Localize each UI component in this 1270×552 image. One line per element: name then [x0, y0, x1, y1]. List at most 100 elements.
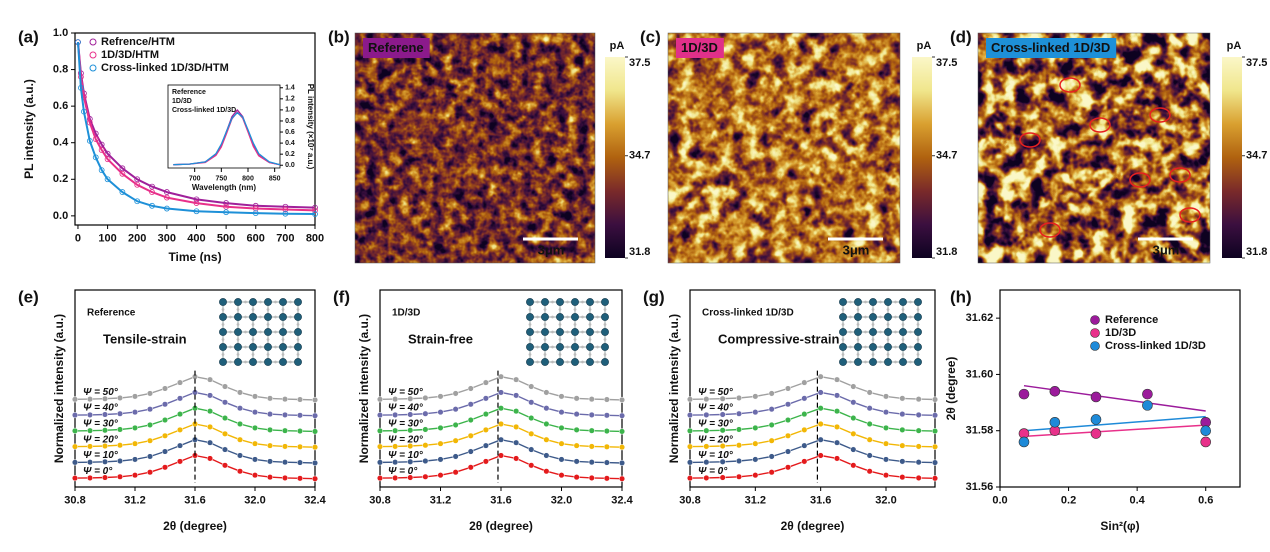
panel-label: (c): [640, 27, 661, 46]
atom: [886, 323, 890, 326]
data-point: [817, 405, 824, 412]
series-label: Ψ = 20°: [388, 434, 424, 445]
data-point: [437, 472, 444, 479]
panel-label: (e): [18, 287, 39, 306]
atom: [279, 343, 287, 351]
data-point: [422, 410, 429, 417]
atom: [266, 353, 270, 356]
image-label: Cross-linked 1D/3D: [991, 40, 1110, 55]
data-point: [618, 396, 626, 403]
data-point: [882, 393, 890, 400]
data-point: [1018, 436, 1030, 448]
atom: [556, 358, 564, 366]
data-point: [80, 108, 87, 115]
sample-label: Reference: [87, 308, 136, 319]
atom: [914, 358, 922, 366]
data-point: [558, 440, 565, 447]
data-point: [784, 464, 792, 471]
data-point: [193, 200, 200, 206]
data-point: [407, 458, 414, 465]
data-point: [573, 395, 580, 402]
atom: [841, 353, 845, 356]
atom: [909, 330, 912, 334]
data-point: [850, 462, 857, 469]
data-point: [497, 405, 505, 412]
data-point: [719, 427, 726, 434]
data-point: [1090, 391, 1102, 403]
data-point: [1018, 388, 1030, 400]
data-point: [497, 373, 505, 380]
atom: [871, 353, 875, 356]
data-point: [833, 439, 841, 446]
colorbar-unit: pA: [917, 40, 932, 52]
data-point: [266, 474, 274, 481]
atom: [581, 315, 584, 319]
atom: [551, 300, 554, 304]
atom: [281, 353, 285, 356]
x-tick-label: 700: [189, 176, 201, 183]
series-label: Ψ = 50°: [698, 387, 734, 398]
atom: [264, 313, 272, 321]
atom: [909, 300, 912, 304]
atom: [914, 343, 922, 351]
scale-bar-label: 3μm: [1153, 242, 1180, 257]
data-point: [686, 475, 694, 482]
data-point: [119, 170, 126, 177]
data-point: [251, 409, 259, 416]
series-label: Ψ = 10°: [83, 450, 119, 461]
data-point: [497, 452, 505, 459]
data-point: [86, 396, 94, 403]
image-frame: [977, 32, 1211, 264]
strain-label: Tensile-strain: [103, 331, 187, 346]
atom: [229, 360, 232, 364]
data-point: [407, 474, 414, 481]
data-point: [311, 475, 319, 482]
data-point: [784, 385, 792, 392]
data-point: [801, 411, 808, 418]
data-point: [71, 443, 79, 450]
panel-label: (f): [333, 287, 350, 306]
atom: [879, 345, 882, 349]
atom: [601, 298, 609, 306]
atom: [236, 338, 240, 341]
x-tick-label: 850: [269, 176, 281, 183]
atom: [244, 360, 247, 364]
atom: [886, 308, 890, 311]
data-point: [86, 119, 93, 126]
data-point: [573, 411, 580, 418]
atom: [879, 360, 882, 364]
data-point: [296, 428, 304, 435]
data-point: [588, 396, 595, 403]
data-point: [437, 456, 444, 463]
data-point: [163, 194, 170, 201]
data-point: [573, 442, 580, 449]
x-tick-label: 800: [242, 176, 254, 183]
data-point: [452, 390, 459, 397]
highlight-circle: [1019, 132, 1041, 148]
atom: [264, 328, 272, 336]
atom: [884, 343, 892, 351]
y-tick-label: 31.58: [966, 425, 994, 437]
legend-label: Cross-linked 1D/3D/HTM: [101, 62, 229, 74]
data-point: [296, 396, 304, 403]
data-point: [116, 410, 124, 417]
atom: [566, 345, 569, 349]
data-point: [71, 459, 79, 466]
data-point: [281, 427, 289, 434]
image-label-box: [676, 38, 724, 58]
data-point: [513, 423, 520, 430]
data-point: [686, 412, 694, 419]
atom: [244, 330, 247, 334]
data-point: [703, 411, 710, 418]
panel-label: (a): [18, 27, 39, 46]
atom: [586, 313, 594, 321]
data-point: [768, 406, 775, 413]
y-tick-label: 0.0: [285, 162, 295, 169]
strain-label: Compressive-strain: [718, 331, 839, 346]
data-point: [833, 392, 841, 399]
scale-bar-label: 3μm: [538, 242, 565, 257]
data-point: [78, 84, 84, 91]
atom: [581, 300, 584, 304]
data-point: [282, 210, 289, 217]
atom: [251, 308, 255, 311]
